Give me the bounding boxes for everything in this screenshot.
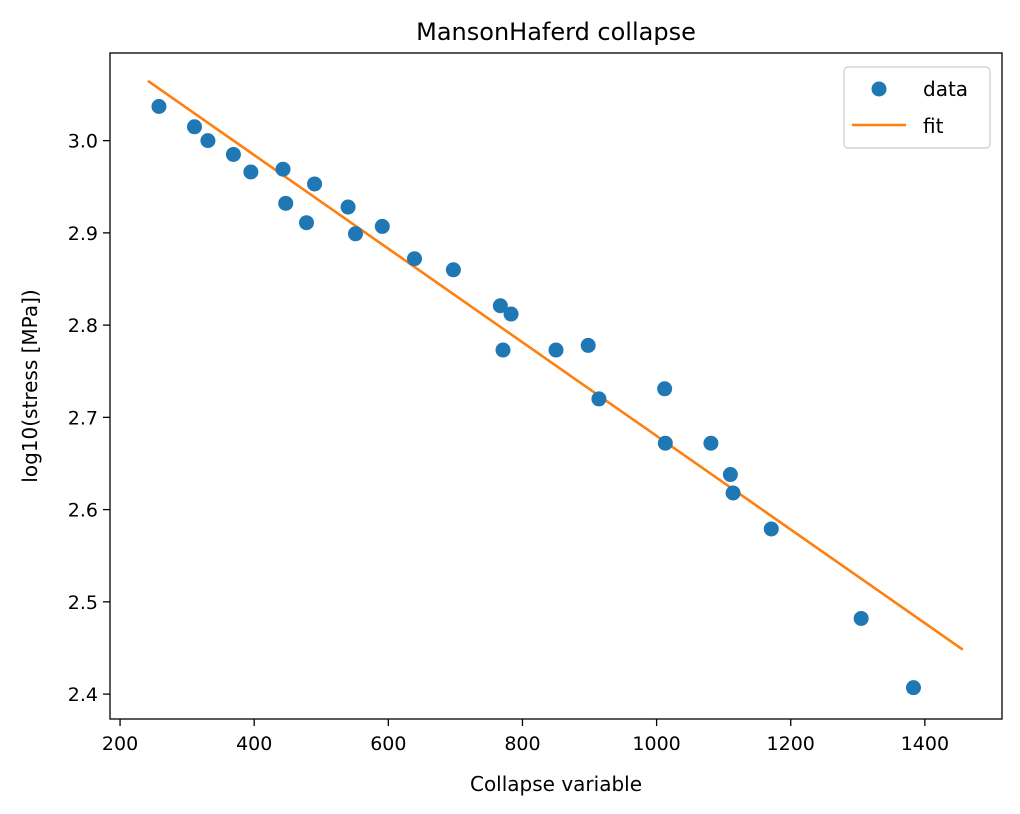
- y-tick-label: 2.8: [68, 315, 98, 337]
- legend-data-label: data: [923, 77, 968, 101]
- y-tick-label: 2.7: [68, 407, 98, 429]
- data-point: [548, 342, 564, 358]
- data-point: [340, 199, 356, 215]
- data-series: [151, 99, 921, 696]
- data-point: [853, 610, 869, 626]
- data-point: [657, 435, 673, 451]
- data-point: [905, 680, 921, 696]
- data-point: [307, 176, 323, 192]
- data-point: [225, 146, 241, 162]
- y-tick-label: 2.9: [68, 223, 98, 245]
- plot-area: [109, 52, 1003, 720]
- legend-data-marker: [871, 81, 887, 97]
- data-point: [725, 485, 741, 501]
- data-point: [657, 381, 673, 397]
- chart-title: MansonHaferd collapse: [416, 18, 696, 46]
- x-tick-label: 1400: [901, 733, 949, 755]
- x-tick-label: 600: [370, 733, 406, 755]
- legend-fit-label: fit: [923, 114, 944, 138]
- x-tick-label: 1200: [767, 733, 815, 755]
- data-point: [347, 226, 363, 242]
- y-tick-label: 2.6: [68, 500, 98, 522]
- x-axis: 200 400 600 800 1000 1200 1400: [102, 719, 949, 755]
- data-point: [278, 195, 294, 211]
- x-tick-label: 400: [236, 733, 272, 755]
- data-point: [406, 251, 422, 267]
- x-axis-label: Collapse variable: [470, 772, 642, 796]
- legend: data fit: [843, 66, 991, 149]
- y-axis-label: log10(stress [MPa]): [18, 289, 42, 482]
- data-point: [703, 435, 719, 451]
- data-point: [503, 306, 519, 322]
- data-point: [187, 119, 203, 135]
- y-tick-label: 2.5: [68, 592, 98, 614]
- data-point: [243, 164, 259, 180]
- data-point: [722, 467, 738, 483]
- x-tick-label: 800: [504, 733, 540, 755]
- data-point: [299, 215, 315, 231]
- data-point: [591, 391, 607, 407]
- data-point: [763, 521, 779, 537]
- y-tick-label: 2.4: [68, 684, 98, 706]
- data-point: [580, 337, 596, 353]
- x-tick-label: 200: [102, 733, 138, 755]
- data-point: [275, 161, 291, 177]
- y-tick-label: 3.0: [68, 131, 98, 153]
- data-point: [495, 342, 511, 358]
- legend-box: [843, 66, 991, 149]
- data-point: [445, 262, 461, 278]
- data-point: [200, 133, 216, 149]
- x-tick-label: 1000: [632, 733, 680, 755]
- data-point: [492, 298, 508, 314]
- data-point: [374, 218, 390, 234]
- y-axis: 2.4 2.5 2.6 2.7 2.8 2.9 3.0: [68, 131, 110, 706]
- data-point: [151, 99, 167, 115]
